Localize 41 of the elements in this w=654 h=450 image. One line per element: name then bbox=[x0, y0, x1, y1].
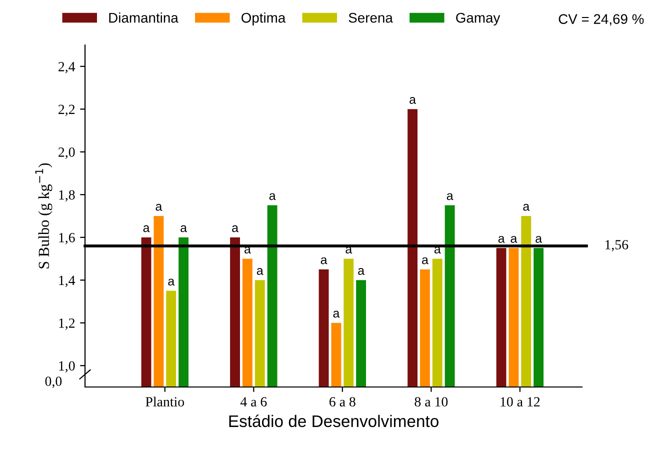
data-label: a bbox=[244, 246, 251, 254]
x-tick-label: Plantio bbox=[146, 396, 184, 406]
data-label: a bbox=[523, 204, 530, 211]
data-label: a bbox=[434, 246, 441, 254]
legend-label: Diamantina bbox=[109, 12, 178, 23]
data-label: a bbox=[156, 204, 162, 211]
data-label: a bbox=[358, 268, 365, 275]
legend-label: Gamay bbox=[456, 12, 500, 26]
x-tick-label: 10 a 12 bbox=[500, 397, 540, 406]
data-label: a bbox=[422, 257, 428, 264]
x-tick-label: 4 a 6 bbox=[240, 397, 267, 406]
data-label: a bbox=[333, 310, 340, 318]
data-label: a bbox=[536, 236, 542, 243]
data-label: a bbox=[168, 278, 175, 286]
data-label: a bbox=[446, 193, 454, 200]
data-label: a bbox=[269, 193, 276, 200]
y-tick-label: 2,0 bbox=[58, 147, 75, 159]
text: 0,0 bbox=[45, 376, 62, 388]
y-axis-title: S Bulbo (g kg$^{−1}$) bbox=[35, 163, 52, 268]
data-label: a bbox=[320, 257, 328, 264]
data-label: a bbox=[410, 97, 416, 104]
y-tick-label: 1,8 bbox=[59, 190, 75, 202]
x-tick-label: 6 a 8 bbox=[330, 397, 356, 406]
y-tick-label: 1,0 bbox=[59, 361, 75, 373]
data-label: a bbox=[232, 225, 238, 232]
y-tick-label: 1,4 bbox=[59, 276, 76, 288]
data-label: a bbox=[498, 236, 505, 243]
data-label: a bbox=[180, 225, 188, 232]
legend-label: Serena bbox=[348, 12, 393, 23]
y-tick-label: 1,6 bbox=[59, 232, 75, 244]
legend-label: Optima bbox=[242, 12, 286, 26]
x-axis-title: Estádio de Desenvolvimento bbox=[229, 414, 438, 428]
data-label: a bbox=[256, 268, 264, 275]
data-label: a bbox=[510, 236, 518, 243]
data-label: a bbox=[143, 225, 150, 232]
x-tick-label: 8 a 10 bbox=[414, 397, 448, 406]
y-tick-label: 1,2 bbox=[59, 318, 75, 330]
text: CV = 24,69 % bbox=[558, 14, 644, 26]
ref-line-label: 1,56 bbox=[605, 240, 628, 252]
y-tick-label: 2,2 bbox=[58, 104, 75, 116]
y-tick-label: 2,4 bbox=[58, 62, 76, 74]
